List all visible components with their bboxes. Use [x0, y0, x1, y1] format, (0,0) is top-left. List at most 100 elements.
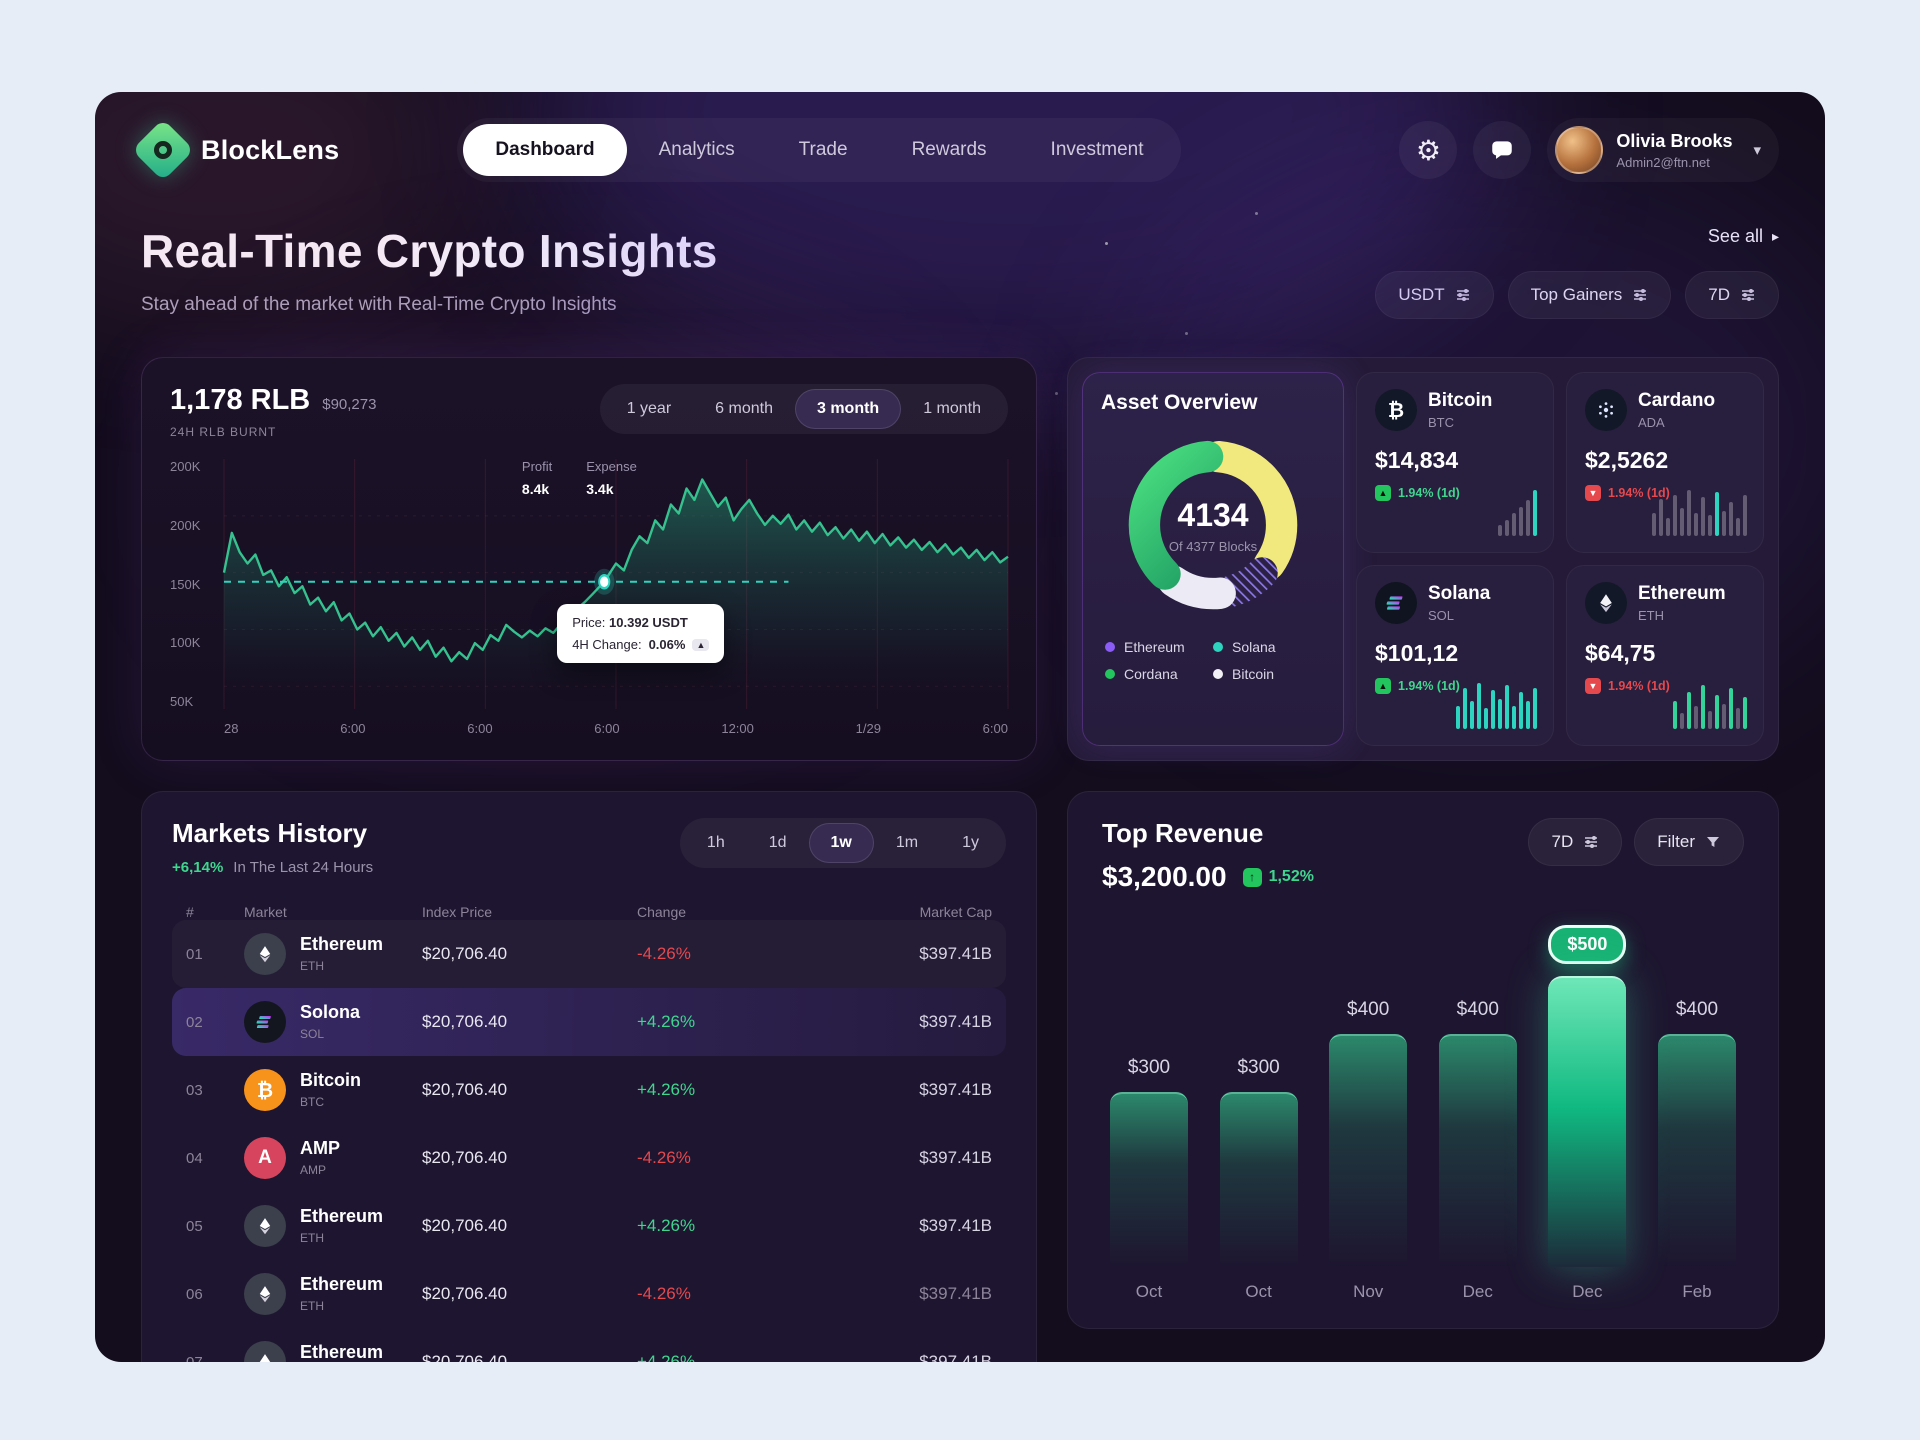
spark-bar: [1526, 701, 1530, 729]
bar-value-label: $400: [1675, 999, 1719, 1021]
period-1m[interactable]: 1m: [874, 823, 940, 863]
revenue-bar[interactable]: [1219, 1092, 1298, 1267]
x-tick: 6:00: [594, 721, 620, 736]
profile-menu[interactable]: Olivia Brooks Admin2@ftn.net ▾: [1547, 118, 1779, 182]
revenue-bar-column[interactable]: $300 Oct: [1216, 919, 1302, 1302]
spark-bar: [1498, 699, 1502, 729]
market-cap: $397.41B: [919, 1352, 992, 1362]
profit-label: Profit: [521, 459, 553, 474]
coin-price: $14,834: [1375, 447, 1459, 473]
burn-chart-header: 1,178 RLB $90,273 24H RLB BURNT 1 year 6…: [170, 384, 1008, 439]
revenue-filter-button[interactable]: Filter: [1634, 818, 1744, 866]
asset-overview-panel: Asset Overview: [1067, 357, 1779, 761]
burn-plot[interactable]: Profit 8.4k Expense 3.4k Price: 10.392 USD…: [224, 459, 1008, 709]
arrow-down-icon: ▼: [1585, 678, 1601, 694]
revenue-bar[interactable]: [1438, 1034, 1517, 1267]
filter-top-gainers[interactable]: Top Gainers: [1507, 271, 1672, 319]
period-1d[interactable]: 1d: [747, 823, 809, 863]
brand-name: BlockLens: [201, 134, 340, 165]
market-cap: $397.41B: [919, 1216, 992, 1235]
bar-value-label: $400: [1456, 999, 1499, 1021]
spark-bar: [1729, 687, 1733, 729]
revenue-delta: ↑ 1,52%: [1242, 867, 1314, 887]
revenue-title: Top Revenue: [1102, 818, 1264, 848]
period-1h[interactable]: 1h: [685, 823, 747, 863]
coin-change: ▲ 1.94% (1d): [1375, 485, 1535, 501]
revenue-actions: 7D Filter: [1528, 818, 1744, 866]
revenue-bar-column[interactable]: $400 Dec: [1435, 919, 1521, 1302]
table-row[interactable]: 01 Ethereum ETH $20,706.40 -4.26% $397.41…: [172, 920, 1006, 988]
legend-bitcoin: Bitcoin: [1213, 666, 1321, 682]
change-value: +4.26%: [637, 1352, 696, 1362]
legend-cordana: Cordana: [1105, 666, 1213, 682]
range-1-month[interactable]: 1 month: [901, 389, 1003, 429]
row-number: 04: [186, 1149, 203, 1167]
market-ticker: AMP: [300, 1162, 327, 1177]
range-selector: 1 year 6 month 3 month 1 month: [599, 384, 1008, 434]
period-1w[interactable]: 1w: [808, 823, 874, 863]
table-row[interactable]: 02 Solona SOL $20,706.40 +4.26% $397.41B: [172, 988, 1006, 1056]
star-decoration: [1105, 242, 1108, 245]
y-tick: 200K: [170, 459, 201, 474]
coin-ticker: ADA: [1638, 415, 1665, 430]
top-revenue-card: Top Revenue $3,200.00 ↑ 1,52% 7D Filter: [1067, 791, 1779, 1329]
coin-name: Ethereum: [1638, 583, 1726, 604]
expense-value: 3.4k: [586, 481, 614, 497]
table-row[interactable]: 05 Ethereum ETH $20,706.40 +4.26% $397.41…: [172, 1192, 1006, 1260]
nav-trade[interactable]: Trade: [767, 124, 880, 176]
hero-section: Real-Time Crypto Insights Stay ahead of …: [95, 224, 1825, 319]
burn-chart-card: 1,178 RLB $90,273 24H RLB BURNT 1 year 6…: [141, 357, 1037, 761]
coin-ticker: SOL: [1428, 608, 1455, 623]
filter-7d[interactable]: 7D: [1685, 271, 1779, 319]
range-1-year[interactable]: 1 year: [605, 389, 693, 429]
table-row[interactable]: 06 Ethereum ETH $20,706.40 -4.26% $397.41…: [172, 1260, 1006, 1328]
revenue-bar-column[interactable]: $300 Oct: [1106, 919, 1192, 1302]
header-actions: ⚙ Olivia Brooks Admin2@ftn.net ▾: [1399, 118, 1779, 182]
bar-month-label: Dec: [1462, 1282, 1493, 1301]
revenue-bar-column[interactable]: $400 Feb: [1654, 919, 1740, 1302]
period-1y[interactable]: 1y: [940, 823, 1001, 863]
burn-caption: 24H RLB BURNT: [170, 425, 277, 439]
revenue-bar[interactable]: [1329, 1034, 1408, 1267]
range-3-month[interactable]: 3 month: [794, 389, 902, 429]
bar-value-label: $400: [1347, 999, 1390, 1021]
bar-value-label: $300: [1237, 1057, 1280, 1079]
revenue-bar-column[interactable]: $400 Nov: [1325, 919, 1411, 1302]
spark-bar: [1715, 492, 1719, 536]
bar-month-label: Feb: [1682, 1282, 1712, 1301]
nav-dashboard[interactable]: Dashboard: [463, 124, 627, 176]
row-number: 05: [186, 1217, 203, 1235]
spark-bar: [1687, 692, 1691, 729]
tooltip-price-value: 10.392 USDT: [609, 615, 688, 630]
revenue-period-button[interactable]: 7D: [1528, 818, 1623, 866]
spark-bar: [1484, 708, 1488, 729]
markets-title: Markets History: [172, 818, 368, 848]
coin-tile-solana[interactable]: Solana SOL $101,12 ▲ 1.94% (1d): [1356, 565, 1554, 746]
messages-button[interactable]: [1473, 121, 1532, 179]
filter-usdt[interactable]: USDT: [1375, 271, 1494, 319]
asset-overview-card: Asset Overview: [1082, 372, 1344, 746]
filter-label: 7D: [1708, 285, 1730, 304]
revenue-bar[interactable]: [1548, 975, 1627, 1267]
nav-rewards[interactable]: Rewards: [880, 124, 1019, 176]
settings-button[interactable]: ⚙: [1399, 121, 1458, 179]
coin-tile-ethereum[interactable]: Ethereum ETH $64,75 ▼ 1.94% (1d): [1566, 565, 1764, 746]
burn-usd: $90,273: [322, 396, 377, 413]
table-row[interactable]: 04 A AMP AMP $20,706.40 -4.26% $397.41B: [172, 1124, 1006, 1192]
revenue-bar-column[interactable]: $500 Dec: [1544, 919, 1630, 1302]
nav-investment[interactable]: Investment: [1019, 124, 1176, 176]
table-row[interactable]: 03 ₿ Bitcoin BTC $20,706.40 +4.26% $397.41…: [172, 1056, 1006, 1124]
range-6-month[interactable]: 6 month: [693, 389, 795, 429]
nav-analytics[interactable]: Analytics: [627, 124, 767, 176]
see-all-link[interactable]: See all ▸: [1708, 226, 1779, 247]
index-price: $20,706.40: [422, 1216, 508, 1235]
revenue-bar[interactable]: [1110, 1092, 1188, 1267]
coin-tile-cardano[interactable]: Cardano ADA $2,5262 ▼ 1.94% (1d): [1566, 372, 1764, 553]
legend-solana: Solana: [1213, 639, 1321, 655]
change-value: -4.26%: [637, 1284, 691, 1303]
revenue-bar[interactable]: [1657, 1034, 1736, 1267]
index-price: $20,706.40: [422, 944, 508, 963]
coin-tile-bitcoin[interactable]: ₿ Bitcoin BTC $14,834 ▲ 1.94% (1d): [1356, 372, 1554, 553]
coin-change: ▼ 1.94% (1d): [1585, 678, 1745, 694]
